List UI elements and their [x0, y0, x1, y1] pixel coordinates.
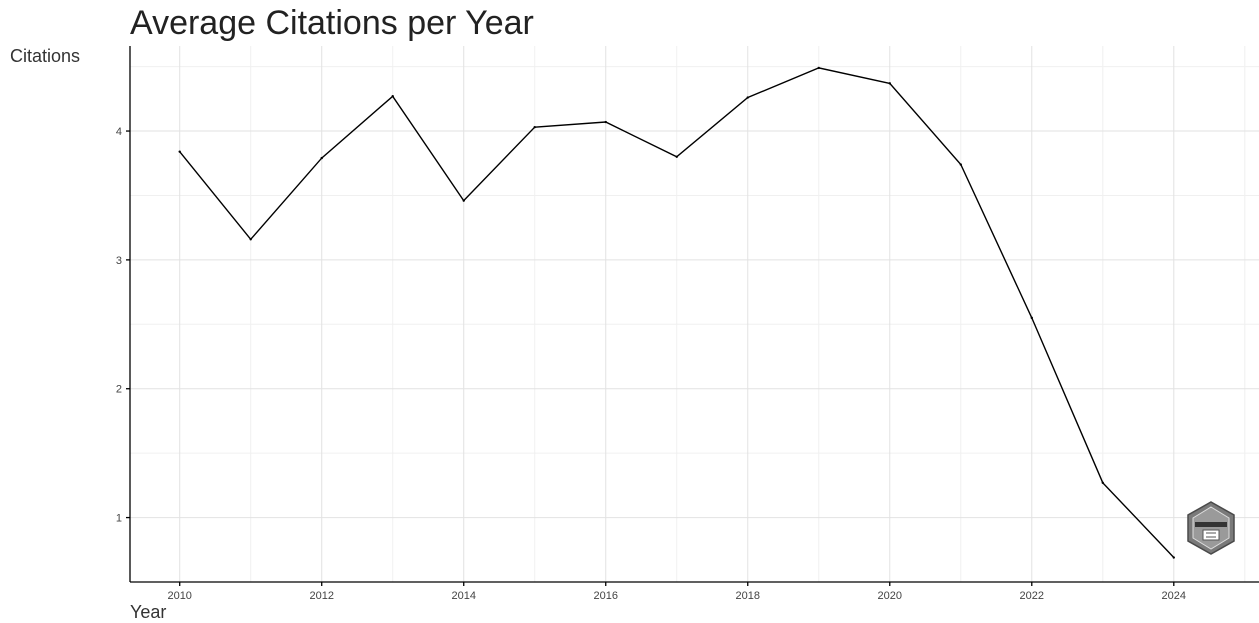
data-point: [178, 150, 181, 153]
data-point: [320, 156, 323, 160]
x-tick-label: 2014: [451, 590, 475, 602]
data-point: [1101, 481, 1104, 484]
y-axis-title: Citations: [10, 46, 81, 66]
x-tick-label: 2024: [1162, 590, 1186, 602]
data-point: [1172, 556, 1175, 559]
x-tick-label: 2020: [878, 590, 902, 602]
data-point: [746, 96, 749, 99]
x-tick-label: 2018: [736, 590, 760, 602]
y-tick-label: 4: [116, 126, 122, 138]
y-tick-label: 1: [116, 513, 122, 525]
x-axis-title: Year: [130, 602, 167, 622]
data-point: [533, 125, 536, 129]
x-tick-label: 2022: [1020, 590, 1044, 602]
y-tick-label: 3: [116, 255, 122, 267]
x-tick-label: 2010: [167, 590, 191, 602]
x-tick-label: 2016: [593, 590, 617, 602]
data-point: [1030, 316, 1033, 320]
logo-badge-icon: [1187, 501, 1235, 555]
grid: [130, 46, 1259, 582]
data-point: [604, 120, 607, 124]
data-point: [391, 95, 394, 98]
tick-labels: 2010 2012 2014 2016 2018 2020 2022 2024 1 2 3 4: [116, 126, 1186, 602]
data-point: [888, 82, 891, 85]
data-point: [462, 199, 465, 202]
series: [178, 66, 1175, 559]
chart-title: Average Citations per Year: [130, 4, 534, 42]
y-tick-label: 2: [116, 384, 122, 396]
data-point: [675, 155, 678, 159]
data-point: [817, 66, 820, 70]
data-point: [959, 163, 962, 166]
x-tick-label: 2012: [309, 590, 333, 602]
axes: [126, 46, 1259, 586]
data-point: [249, 238, 252, 241]
